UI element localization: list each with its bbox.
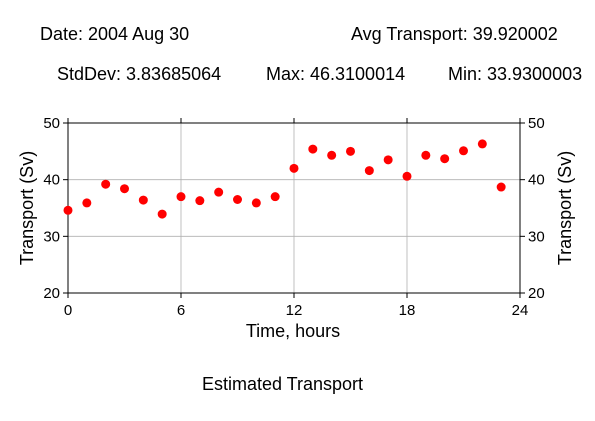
data-point	[477, 139, 487, 149]
data-point	[289, 163, 299, 173]
x-tick-label: 18	[399, 302, 416, 319]
data-point	[402, 171, 412, 181]
avg-transport-label: Avg Transport: 39.920002	[351, 24, 558, 44]
data-point	[251, 198, 261, 208]
stddev-label: StdDev: 3.83685064	[57, 64, 222, 84]
data-point	[138, 195, 148, 205]
data-point	[459, 146, 468, 156]
data-point	[176, 192, 186, 202]
data-point	[63, 205, 73, 215]
data-point	[270, 192, 280, 202]
y-tick-label-left: 30	[43, 228, 60, 245]
y-tick-label-left: 50	[43, 115, 60, 132]
y-tick-label-right: 50	[528, 115, 545, 132]
data-point	[101, 179, 111, 189]
chart-caption: Estimated Transport	[201, 374, 364, 394]
data-point	[120, 184, 129, 194]
data-point	[214, 187, 224, 197]
min-label: Min: 33.9300003	[448, 64, 583, 84]
y-axis-label-right: Transport (Sv)	[555, 151, 575, 265]
data-point	[421, 150, 431, 160]
data-point	[195, 196, 205, 206]
data-points	[63, 139, 506, 219]
max-label: Max: 46.3100014	[266, 64, 406, 84]
x-tick-label: 0	[64, 302, 72, 319]
data-point	[82, 198, 92, 208]
grid-lines	[68, 123, 520, 293]
y-tick-label-left: 20	[43, 285, 60, 302]
data-point	[157, 209, 167, 219]
data-point	[233, 195, 242, 204]
y-tick-label-right: 20	[528, 285, 545, 302]
date-label: Date: 2004 Aug 30	[40, 24, 190, 44]
data-point	[440, 154, 450, 164]
x-tick-label: 12	[286, 302, 303, 319]
x-tick-label: 24	[512, 302, 529, 319]
y-tick-label-right: 30	[528, 228, 545, 245]
y-tick-label-right: 40	[528, 172, 545, 189]
y-axis-label-left: Transport (Sv)	[17, 151, 37, 265]
data-point	[308, 144, 318, 154]
data-point	[383, 155, 393, 165]
y-tick-label-left: 40	[43, 172, 60, 189]
x-tick-label: 6	[177, 302, 185, 319]
x-axis-label: Time, hours	[246, 321, 340, 341]
data-point	[327, 150, 337, 160]
data-point	[364, 166, 374, 176]
data-point	[346, 146, 355, 156]
data-point	[496, 182, 506, 192]
